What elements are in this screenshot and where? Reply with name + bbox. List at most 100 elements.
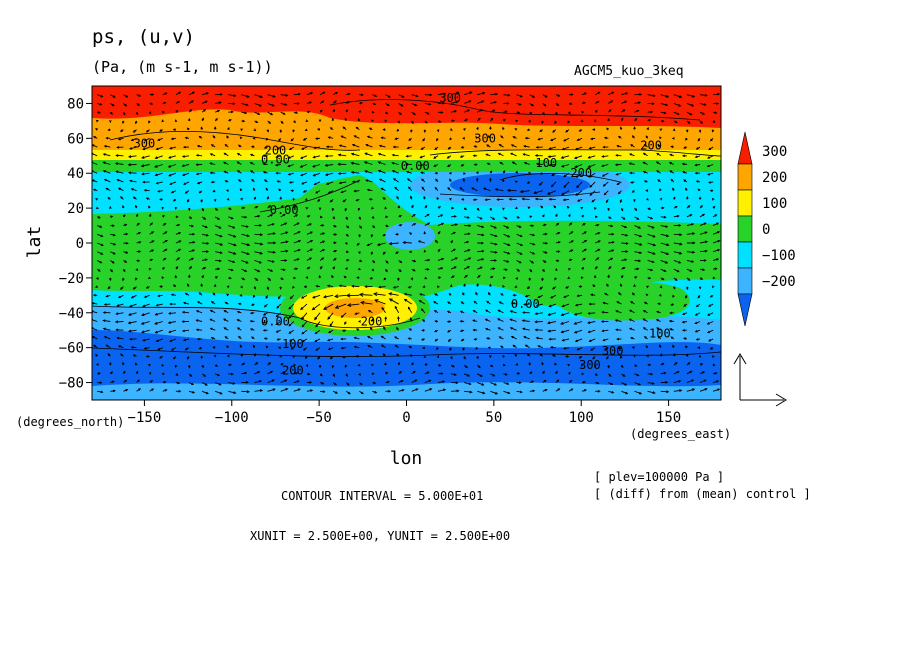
wind-arrow-head: [515, 119, 519, 123]
wind-arrow: [411, 94, 418, 97]
wind-arrow-head: [322, 390, 326, 393]
wind-arrow: [464, 91, 472, 96]
wind-arrow-head: [576, 199, 580, 202]
wind-arrow-head: [96, 362, 99, 366]
wind-arrow-head: [541, 121, 544, 125]
wind-arrow: [490, 242, 497, 245]
wind-arrow-head: [100, 252, 104, 255]
wind-arrow-head: [295, 111, 299, 114]
wind-arrow-head: [329, 199, 333, 203]
wind-arrow-head: [473, 163, 477, 166]
wind-arrow-head: [285, 388, 289, 391]
wind-arrow-head: [547, 329, 551, 333]
wind-arrow-head: [614, 319, 618, 322]
wind-arrow-head: [670, 145, 674, 149]
wind-arrow-head: [534, 312, 538, 316]
wind-arrow-head: [555, 370, 558, 374]
wind-arrow-head: [560, 321, 564, 325]
plot-title: ps, (u,v): [92, 26, 195, 48]
wind-arrow: [551, 181, 557, 187]
wind-arrow-head: [665, 381, 669, 384]
wind-arrow-head: [338, 144, 342, 148]
wind-arrow-head: [223, 152, 227, 156]
lon-units: (degrees_east): [630, 427, 732, 441]
wind-arrow-head: [563, 295, 567, 298]
wind-arrow: [548, 312, 557, 316]
wind-arrow: [503, 94, 510, 96]
wind-arrow-head: [109, 361, 112, 365]
contour-label: 300: [602, 344, 624, 358]
wind-arrow: [92, 319, 98, 322]
wind-arrow: [437, 380, 445, 383]
wind-arrow-head: [409, 195, 413, 199]
wind-arrow-head: [446, 164, 450, 168]
wind-arrow: [335, 303, 347, 309]
wind-arrow-head: [663, 111, 667, 115]
wind-arrow-head: [115, 328, 119, 332]
wind-arrow-head: [519, 189, 524, 194]
wind-arrow-head: [648, 363, 652, 367]
wind-arrow-head: [196, 181, 200, 185]
wind-arrow-head: [135, 112, 139, 116]
wind-arrow-head: [280, 277, 284, 280]
wind-arrow-head: [602, 301, 606, 305]
wind-arrow-head: [175, 373, 179, 376]
y-tick-label: −60: [59, 341, 84, 357]
wind-arrow-head: [655, 161, 659, 164]
wind-arrow-head: [353, 135, 357, 138]
wind-arrow-head: [120, 287, 123, 290]
wind-arrow-head: [634, 117, 638, 121]
wind-arrow-head: [663, 371, 667, 375]
wind-arrow-head: [479, 266, 483, 270]
wind-arrow: [379, 286, 386, 288]
wind-arrow-head: [296, 258, 300, 261]
wind-arrow-head: [367, 310, 371, 313]
wind-arrow-head: [159, 356, 163, 359]
wind-arrow-head: [670, 178, 674, 182]
wind-arrow: [712, 231, 720, 235]
wind-arrow-head: [652, 391, 656, 394]
wind-arrow-head: [203, 217, 207, 220]
wind-arrow-head: [192, 249, 196, 252]
wind-arrow-head: [198, 135, 202, 139]
wind-arrow-head: [602, 145, 606, 149]
wind-arrow-head: [174, 365, 178, 369]
wind-arrow-head: [624, 383, 628, 386]
wind-arrow: [549, 146, 557, 150]
colorbar-label: 200: [762, 170, 787, 186]
wind-arrow-head: [167, 164, 172, 168]
y-axis-label: lat: [24, 226, 45, 259]
wind-arrow-head: [381, 306, 385, 310]
wind-arrow-head: [181, 320, 185, 323]
wind-arrow-head: [307, 215, 311, 218]
wind-arrow-head: [642, 318, 646, 321]
reference-vector-right-head: [775, 393, 787, 407]
wind-arrow-head: [301, 339, 305, 343]
wind-arrow-head: [497, 309, 501, 313]
wind-arrow-head: [309, 257, 313, 261]
wind-arrow: [280, 94, 288, 96]
wind-arrow-head: [708, 181, 712, 184]
wind-arrow-head: [255, 120, 259, 123]
wind-arrow-head: [462, 347, 465, 351]
wind-arrow-head: [650, 268, 654, 272]
wind-arrow-head: [198, 346, 202, 350]
wind-arrow-head: [628, 318, 632, 322]
wind-arrow-head: [217, 217, 221, 220]
wind-arrow-head: [545, 241, 549, 245]
wind-arrow-head: [204, 383, 208, 386]
wind-arrow: [589, 172, 596, 178]
wind-arrow: [686, 388, 695, 392]
wind-arrow: [404, 293, 412, 296]
wind-arrow-head: [164, 389, 168, 392]
wind-arrow-head: [707, 156, 710, 159]
wind-arrow-head: [689, 214, 693, 217]
wind-arrow-head: [504, 216, 508, 220]
wind-arrow-head: [645, 135, 649, 139]
wind-arrow: [588, 312, 596, 314]
wind-arrow: [477, 382, 484, 386]
wind-arrow-head: [617, 292, 621, 295]
wind-arrow-head: [487, 292, 491, 295]
wind-arrow-head: [97, 269, 101, 272]
wind-arrow-head: [508, 197, 512, 201]
